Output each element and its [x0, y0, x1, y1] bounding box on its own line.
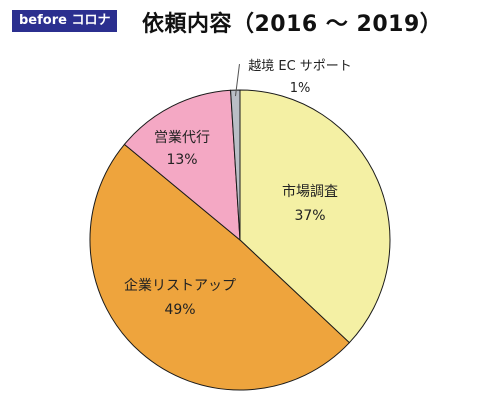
slice-label-4: 越境 EC サポート	[248, 59, 352, 74]
pie-slice-4	[230, 89, 241, 241]
slice-labels: 市場調査 37% 企業リストアップ 49% 営業代行 13% 越境 EC サポート 1%	[124, 59, 352, 318]
slice-value-label-1: 37%	[294, 208, 325, 224]
slice-label-1: 市場調査	[282, 183, 338, 200]
pie-slice-1	[239, 89, 391, 344]
slice-value-label-2: 49%	[164, 302, 195, 318]
small-slice-leader-line	[234, 64, 240, 97]
before-corona-badge: before コロナ	[12, 10, 118, 32]
slice-label-2: 企業リストアップ	[124, 277, 236, 294]
slice-value-label-3: 13%	[166, 152, 197, 168]
pie-slices	[89, 89, 391, 391]
chart-title: 依頼内容（2016 〜 2019）	[142, 12, 443, 37]
slice-label-3: 営業代行	[154, 130, 210, 146]
pie-slice-2	[89, 143, 351, 391]
pie-slice-3	[123, 89, 241, 242]
slice-value-label-4: 1%	[290, 81, 311, 96]
